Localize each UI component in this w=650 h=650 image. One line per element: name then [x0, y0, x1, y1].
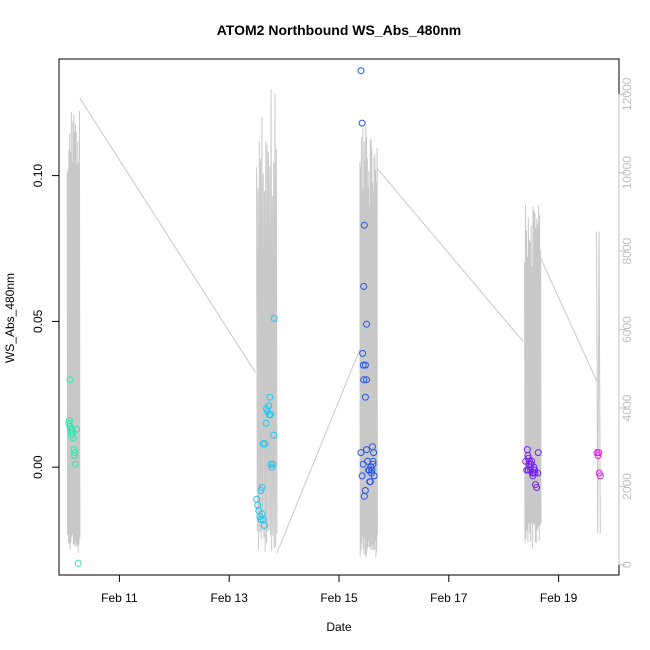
y2-axis: 0 2000 4000 6000 8000 10000 12000: [618, 77, 634, 568]
data-point: [270, 315, 278, 322]
data-point: [360, 221, 368, 229]
y-tick-label: 0.10: [31, 164, 45, 188]
data-point: [594, 452, 602, 459]
data-point: [72, 460, 79, 468]
data-point: [531, 469, 539, 477]
data-point: [358, 119, 366, 127]
data-point: [370, 449, 378, 457]
y2-tick-label: 4000: [620, 394, 634, 421]
data-point: [363, 376, 370, 384]
data-point: [366, 478, 374, 486]
data-point: [261, 440, 269, 448]
y2-tick-label: 8000: [620, 237, 634, 264]
secondary-line-burst: [256, 89, 278, 553]
data-point: [258, 484, 266, 491]
y2-tick-label: 10000: [620, 156, 634, 190]
x-tick-label: Feb 17: [430, 591, 468, 605]
x-tick-label: Feb 15: [320, 591, 358, 605]
y-tick-label: 0.00: [31, 455, 45, 479]
secondary-line-burst: [524, 204, 542, 549]
y2-tick-label: 12000: [620, 77, 634, 111]
x-tick-label: Feb 11: [101, 591, 138, 605]
x-axis-label: Date: [326, 620, 352, 634]
secondary-line-burst: [596, 231, 601, 534]
data-point: [266, 411, 274, 419]
secondary-line-segment: [79, 97, 256, 373]
data-point: [270, 431, 278, 439]
y-axis: 0.00 0.05 0.10: [31, 164, 60, 479]
data-point: [528, 457, 536, 465]
data-point: [266, 393, 274, 401]
data-point: [360, 376, 368, 384]
secondary-line-segment: [377, 168, 524, 342]
x-tick-label: Feb 13: [211, 591, 249, 605]
data-point: [358, 472, 366, 480]
secondary-line-series: [66, 89, 601, 558]
data-point: [71, 449, 79, 457]
data-point: [369, 460, 377, 468]
data-point: [74, 559, 82, 567]
scatter-points: [65, 67, 604, 567]
y-axis-label: WS_Abs_480nm: [3, 273, 17, 363]
data-point: [360, 282, 368, 290]
y-tick-label: 0.05: [31, 309, 45, 333]
data-point: [534, 469, 542, 477]
data-point: [269, 460, 277, 468]
data-point: [365, 466, 373, 474]
data-point: [357, 449, 365, 457]
data-point: [533, 484, 541, 491]
data-point: [369, 457, 377, 465]
data-point: [595, 449, 603, 457]
data-point: [265, 402, 273, 410]
data-point: [70, 452, 78, 459]
data-point: [359, 349, 367, 357]
data-point: [68, 425, 76, 433]
x-axis: Feb 11 Feb 13 Feb 15 Feb 17 Feb 19: [101, 574, 578, 605]
x-tick-label: Feb 19: [540, 591, 578, 605]
y2-tick-label: 2000: [620, 473, 634, 500]
data-point: [262, 419, 270, 427]
data-point: [361, 393, 369, 401]
chart-title: ATOM2 Northbound WS_Abs_480nm: [217, 22, 462, 38]
data-point: [361, 361, 369, 369]
data-point: [534, 449, 542, 457]
secondary-line-segment: [276, 348, 361, 554]
data-point: [357, 67, 365, 75]
secondary-line-burst: [359, 126, 378, 558]
data-point: [359, 361, 367, 369]
y2-tick-label: 0: [620, 561, 634, 568]
data-point: [66, 376, 74, 384]
data-point: [257, 487, 265, 494]
data-point: [596, 472, 604, 480]
data-point: [260, 521, 268, 529]
data-point: [361, 487, 369, 494]
data-point: [363, 446, 370, 454]
data-point: [73, 425, 81, 433]
secondary-line-segment: [540, 258, 597, 381]
data-point: [524, 466, 532, 474]
data-point: [69, 434, 77, 442]
data-point: [363, 320, 370, 328]
secondary-line-burst: [66, 110, 81, 554]
y2-tick-label: 6000: [620, 316, 634, 343]
